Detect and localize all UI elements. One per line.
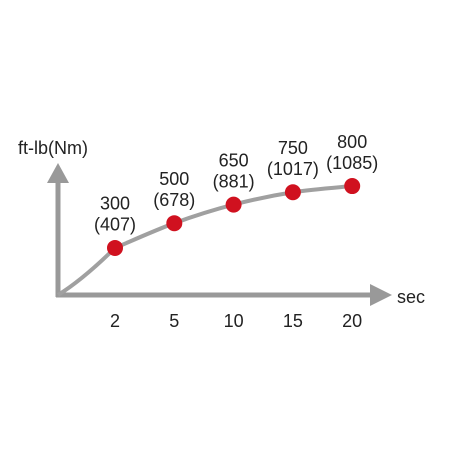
nm-label: (407) (94, 215, 136, 235)
value-label: 650 (219, 150, 249, 170)
point (284, 184, 301, 201)
nm-label: (1017) (267, 159, 319, 179)
y-axis-arrow (47, 163, 69, 183)
x-tick-label: 10 (224, 311, 244, 331)
x-tick-label: 5 (169, 311, 179, 331)
value-label: 800 (337, 132, 367, 152)
x-tick-label: 20 (342, 311, 362, 331)
point (107, 239, 123, 256)
point (225, 196, 242, 213)
nm-label: (678) (153, 190, 195, 210)
line (114, 184, 353, 250)
point (344, 178, 361, 195)
point (166, 215, 183, 232)
nm-label: (881) (213, 171, 255, 191)
x-tick-label: 2 (110, 311, 120, 331)
value-label: 750 (278, 138, 308, 158)
value-label: 300 (100, 194, 130, 214)
nm-label: (1085) (326, 153, 378, 173)
value-label: 500 (159, 169, 189, 189)
x-tick-label: 15 (283, 311, 303, 331)
y-axis-title: ft-lb(Nm) (18, 138, 88, 158)
curve-start (56, 246, 117, 297)
x-axis-title: sec (397, 287, 425, 307)
x-axis-arrow (370, 284, 392, 306)
